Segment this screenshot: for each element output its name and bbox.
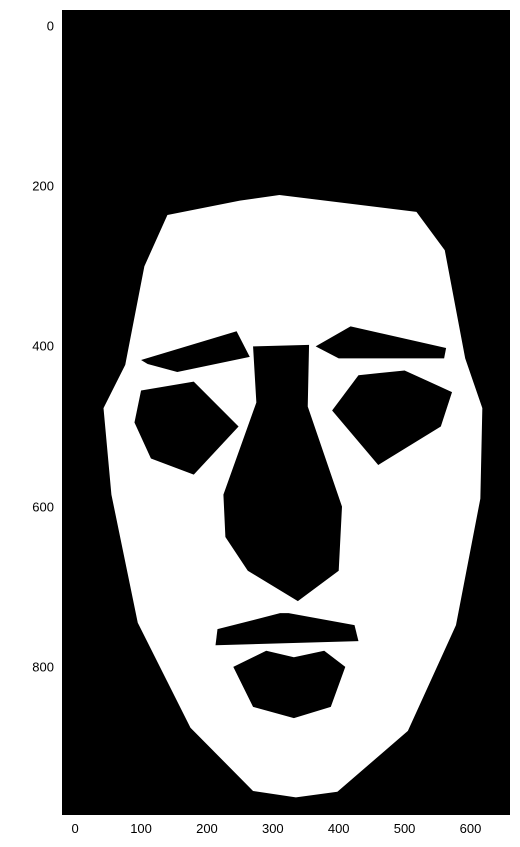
y-tick-label: 200 bbox=[32, 179, 54, 194]
x-tick-label: 200 bbox=[196, 821, 218, 836]
y-tick-label: 400 bbox=[32, 339, 54, 354]
x-tick-label: 400 bbox=[328, 821, 350, 836]
plot-area bbox=[62, 10, 510, 815]
x-tick-label: 500 bbox=[394, 821, 416, 836]
x-tick-label: 600 bbox=[460, 821, 482, 836]
y-tick-label: 800 bbox=[32, 659, 54, 674]
y-tick-label: 600 bbox=[32, 499, 54, 514]
figure: 0 100 200 300 400 500 600 0 200 400 600 800 bbox=[0, 0, 520, 847]
x-tick-label: 0 bbox=[72, 821, 79, 836]
y-tick-label: 0 bbox=[47, 19, 54, 34]
x-tick-label: 300 bbox=[262, 821, 284, 836]
x-tick-label: 100 bbox=[130, 821, 152, 836]
polygon-canvas-svg bbox=[62, 10, 510, 815]
